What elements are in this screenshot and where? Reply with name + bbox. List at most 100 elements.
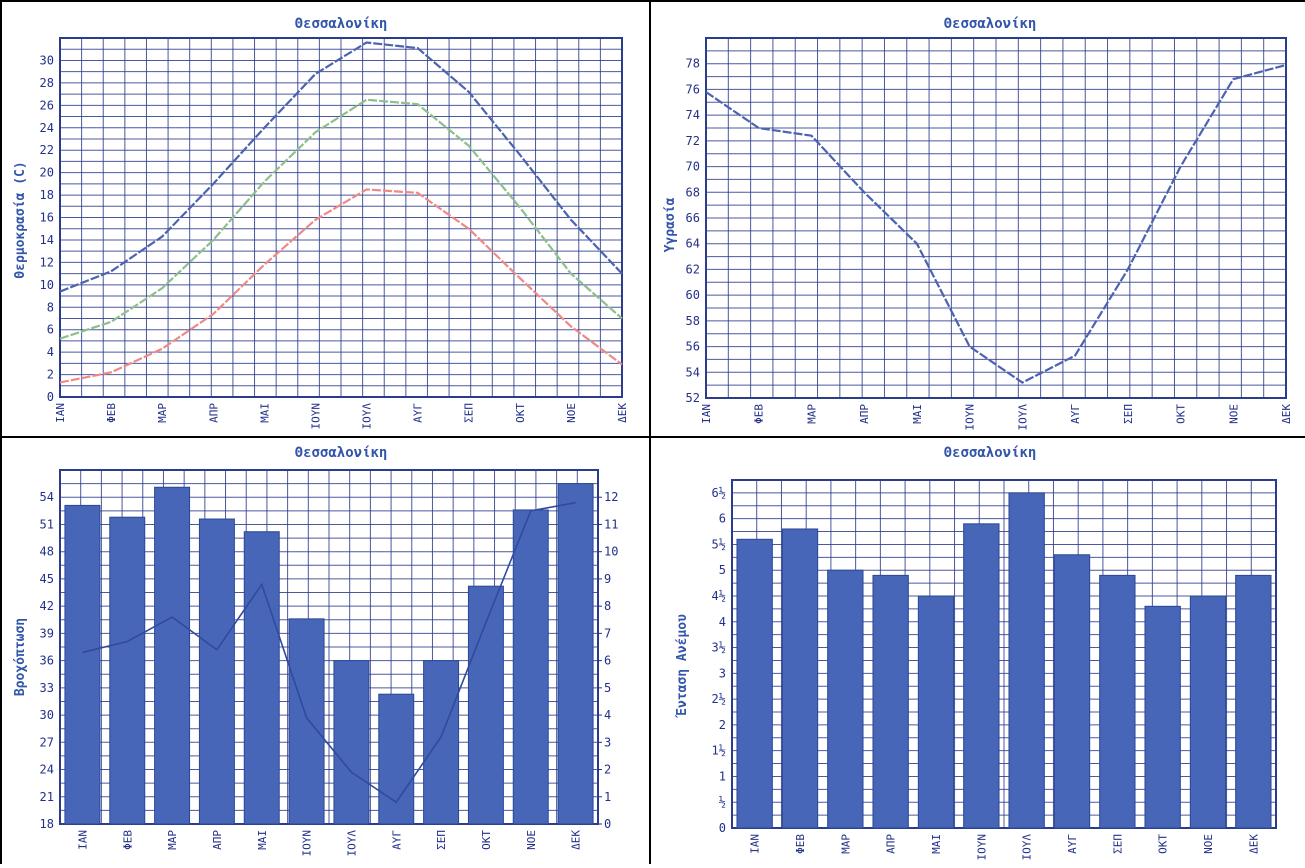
humidity-x-tick-label: ΜΑΙ: [911, 404, 924, 424]
precipitation-bar: [557, 483, 594, 825]
wind-y-tick-label: 1½: [712, 744, 726, 758]
frame-divider-vertical: [649, 0, 651, 864]
precipitation-y-tick-label: 24: [40, 763, 54, 777]
temperature-series-line-1: [59, 41, 623, 293]
temperature-y-tick-label: 6: [47, 323, 54, 337]
precipitation-y-tick-label: 30: [40, 708, 54, 722]
precipitation-y-tick-label: 54: [40, 490, 54, 504]
humidity-y-tick-label: 58: [686, 314, 700, 328]
humidity-y-tick-label: 54: [686, 365, 700, 379]
precipitation-x-tick-label: ΜΑΙ: [256, 830, 269, 850]
humidity-series-line-1: [705, 63, 1287, 384]
precipitation-y2-tick-label: 11: [604, 517, 618, 531]
wind-y-tick-label: 4: [719, 615, 726, 629]
precipitation-x-tick-label: ΦΕΒ: [121, 830, 134, 850]
temperature-y-tick-label: 14: [40, 233, 54, 247]
frame-divider-horizontal: [0, 436, 1305, 438]
wind-x-tick-label: ΑΥΓ: [1066, 834, 1079, 854]
temperature-y-tick-label: 22: [40, 143, 54, 157]
humidity-x-tick-label: ΙΑΝ: [700, 404, 713, 424]
wind-bar: [1235, 574, 1272, 829]
precipitation-bar: [64, 504, 101, 825]
precipitation-y-tick-label: 21: [40, 790, 54, 804]
wind-y-tick-label: 2: [719, 718, 726, 732]
temperature-series-line-2: [59, 98, 623, 340]
precipitation-x-tick-label: ΙΟΥΛ: [345, 830, 358, 857]
precipitation-y-tick-label: 42: [40, 599, 54, 613]
wind-x-tick-label: ΟΚΤ: [1157, 834, 1170, 854]
precipitation-y-tick-label: 27: [40, 735, 54, 749]
precipitation-bar: [423, 660, 460, 825]
humidity-y-tick-label: 60: [686, 288, 700, 302]
precipitation-y2-tick-label: 6: [604, 654, 611, 668]
wind-bar: [963, 523, 1000, 829]
precipitation-y-tick-label: 51: [40, 517, 54, 531]
temperature-y-tick-label: 10: [40, 278, 54, 292]
precipitation-bar: [333, 660, 370, 825]
temperature-chart-title: Θεσσαλονίκη: [295, 16, 388, 32]
temperature-y-tick-label: 18: [40, 188, 54, 202]
wind-y-tick-label: 1: [719, 769, 726, 783]
precipitation-chart-panel: Θεσσαλονίκη Βροχόπτωση 18 21 24 27 30 33 36 39 4…: [0, 437, 650, 864]
temperature-y-tick-label: 24: [40, 121, 54, 135]
wind-chart: Θεσσαλονίκη Ένταση Ανέμου 0 ½ 1 1½ 2 2½ 3 3½ 4 4½…: [675, 445, 1277, 861]
temperature-chart: Θεσσαλονίκη Θερμοκρασία (C) 024681012141…: [13, 16, 629, 430]
temperature-x-tick-label: ΙΟΥΝ: [309, 403, 322, 430]
wind-y-tick-label: 5½: [712, 537, 726, 551]
precipitation-x-tick-label: ΙΟΥΝ: [301, 830, 314, 857]
precipitation-y-tick-label: 36: [40, 654, 54, 668]
precipitation-y-tick-label: 18: [40, 817, 54, 831]
precipitation-x-tick-label: ΜΑΡ: [166, 830, 179, 850]
frame-border-left: [0, 0, 2, 864]
humidity-x-tick-label: ΔΕΚ: [1280, 404, 1293, 424]
humidity-y-tick-label: 72: [686, 134, 700, 148]
precipitation-x-tick-label: ΟΚΤ: [480, 830, 493, 850]
temperature-x-tick-label: ΝΟΕ: [565, 403, 578, 423]
wind-x-tick-label: ΙΟΥΛ: [1021, 834, 1034, 861]
precipitation-x-tick-label: ΔΕΚ: [570, 830, 583, 850]
precipitation-rain-days-line: [82, 501, 576, 804]
temperature-y-tick-label: 4: [47, 345, 54, 359]
temperature-y-tick-label: 30: [40, 53, 54, 67]
temperature-x-tick-label: ΦΕΒ: [105, 403, 118, 423]
precipitation-x-tick-label: ΣΕΠ: [435, 830, 448, 850]
temperature-y-tick-label: 2: [47, 368, 54, 382]
temperature-chart-panel: Θεσσαλονίκη Θερμοκρασία (C) 0 2 4 6 8 10 12 14 1…: [0, 0, 650, 437]
humidity-y-tick-label: 66: [686, 211, 700, 225]
wind-y-tick-label: 2½: [712, 692, 726, 706]
humidity-x-tick-label: ΟΚΤ: [1175, 404, 1188, 424]
precipitation-y-axis-label: Βροχόπτωση: [13, 618, 28, 696]
temperature-x-tick-label: ΜΑΙ: [258, 403, 271, 423]
humidity-y-tick-label: 62: [686, 262, 700, 276]
wind-bar: [736, 538, 773, 829]
wind-bar: [827, 569, 864, 829]
precipitation-x-tick-label: ΙΑΝ: [76, 830, 89, 850]
wind-y-axis-label: Ένταση Ανέμου: [675, 614, 690, 719]
humidity-x-tick-label: ΜΑΡ: [805, 404, 818, 424]
wind-y-tick-label: 3½: [712, 641, 726, 655]
precipitation-bar: [243, 531, 280, 825]
humidity-x-tick-label: ΑΥΓ: [1069, 404, 1082, 424]
temperature-series-line-3: [59, 188, 623, 384]
humidity-y-tick-label: 64: [686, 237, 700, 251]
precipitation-y2-tick-label: 0: [604, 817, 611, 831]
precipitation-bar: [378, 693, 415, 825]
humidity-chart: Θεσσαλονίκη Υγρασία 52 54 56 58 60 62 64 66 68 70…: [663, 16, 1293, 431]
wind-y-tick-label: ½: [719, 795, 726, 809]
precipitation-y2-tick-label: 12: [604, 490, 618, 504]
precipitation-bar: [154, 486, 191, 825]
precipitation-y-tick-label: 48: [40, 545, 54, 559]
precipitation-x-tick-label: ΑΠΡ: [211, 830, 224, 850]
humidity-chart-title: Θεσσαλονίκη: [944, 16, 1037, 32]
humidity-x-tick-label: ΣΕΠ: [1122, 404, 1135, 424]
precipitation-y2-tick-label: 3: [604, 735, 611, 749]
humidity-x-tick-label: ΦΕΒ: [753, 404, 766, 424]
temperature-x-tick-label: ΑΥΓ: [412, 403, 425, 423]
wind-y-tick-label: 6½: [712, 486, 726, 500]
precipitation-bar: [198, 518, 235, 825]
humidity-chart-panel: Θεσσαλονίκη Υγρασία 52 54 56 58 60 62 64 66 68 70…: [650, 0, 1305, 437]
humidity-x-tick-label: ΙΟΥΛ: [1016, 404, 1029, 431]
wind-chart-title: Θεσσαλονίκη: [944, 445, 1037, 461]
wind-bar: [1053, 554, 1091, 829]
